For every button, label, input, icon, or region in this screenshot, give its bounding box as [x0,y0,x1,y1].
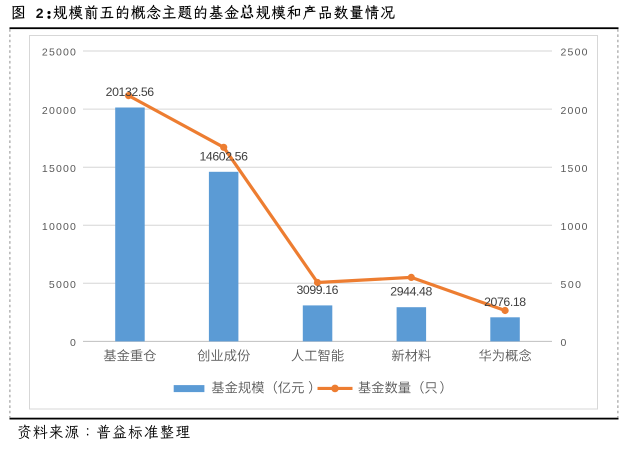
svg-text:1000: 1000 [561,221,588,233]
svg-text:15000: 15000 [42,163,76,175]
svg-text:0: 0 [70,337,76,349]
svg-text:14602.56: 14602.56 [199,149,248,163]
svg-text:500: 500 [561,279,582,291]
svg-text:2000: 2000 [561,105,588,117]
svg-text:20132.56: 20132.56 [106,85,155,99]
svg-text:0: 0 [561,337,567,349]
svg-text:2: 2 [36,5,44,21]
svg-text:10000: 10000 [42,221,76,233]
svg-text:25000: 25000 [42,47,76,59]
svg-text:5000: 5000 [49,279,76,291]
svg-text:2944.48: 2944.48 [390,285,432,299]
svg-text:3099.16: 3099.16 [297,283,339,297]
svg-text:1500: 1500 [561,163,588,175]
svg-text:2076.18: 2076.18 [484,295,526,309]
svg-text:2500: 2500 [561,47,588,59]
svg-text:20000: 20000 [42,105,76,117]
